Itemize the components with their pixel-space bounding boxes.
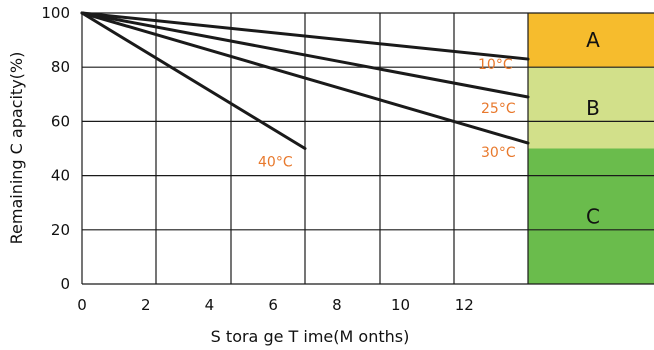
x-tick-label: 12 (455, 296, 474, 314)
zone-c-band (528, 148, 654, 284)
series-lines (80, 11, 530, 150)
x-tick-label: 0 (77, 296, 87, 314)
series-line-10c (80, 11, 530, 61)
y-tick-label: 40 (51, 167, 70, 185)
y-tick-label: 100 (41, 4, 70, 22)
series-line-25c (80, 11, 530, 99)
zone-b-band (528, 67, 654, 149)
x-axis-label: S tora ge T ime(M onths) (211, 327, 410, 346)
zone-b-label: B (586, 96, 600, 120)
y-tick-label: 80 (51, 58, 70, 76)
y-tick-label: 60 (51, 112, 70, 130)
series-label-10c: 10°C (478, 57, 513, 73)
x-tick-label: 2 (141, 296, 151, 314)
series-label-25c: 25°C (481, 101, 516, 117)
series-labels: 10°C 25°C 30°C 40°C (258, 57, 516, 170)
y-tick-label: 20 (51, 221, 70, 239)
zone-a-label: A (586, 28, 600, 52)
x-tick-label: 4 (205, 296, 215, 314)
series-label-30c: 30°C (481, 145, 516, 161)
x-tick-label: 6 (268, 296, 278, 314)
y-tick-label: 0 (60, 275, 70, 293)
y-tick-labels: 0 20 40 60 80 100 (41, 4, 70, 293)
series-line-30c (80, 11, 530, 145)
series-line-40c (80, 11, 307, 150)
x-tick-label: 8 (332, 296, 342, 314)
zone-a-band (528, 13, 654, 68)
x-tick-label: 10 (391, 296, 410, 314)
x-tick-labels: 0 2 4 6 8 10 12 (77, 296, 474, 314)
y-axis-label: Remaining C apacity(%) (7, 52, 26, 245)
zone-c-label: C (586, 204, 600, 228)
series-label-40c: 40°C (258, 155, 293, 171)
capacity-zones: A B C (528, 13, 654, 284)
